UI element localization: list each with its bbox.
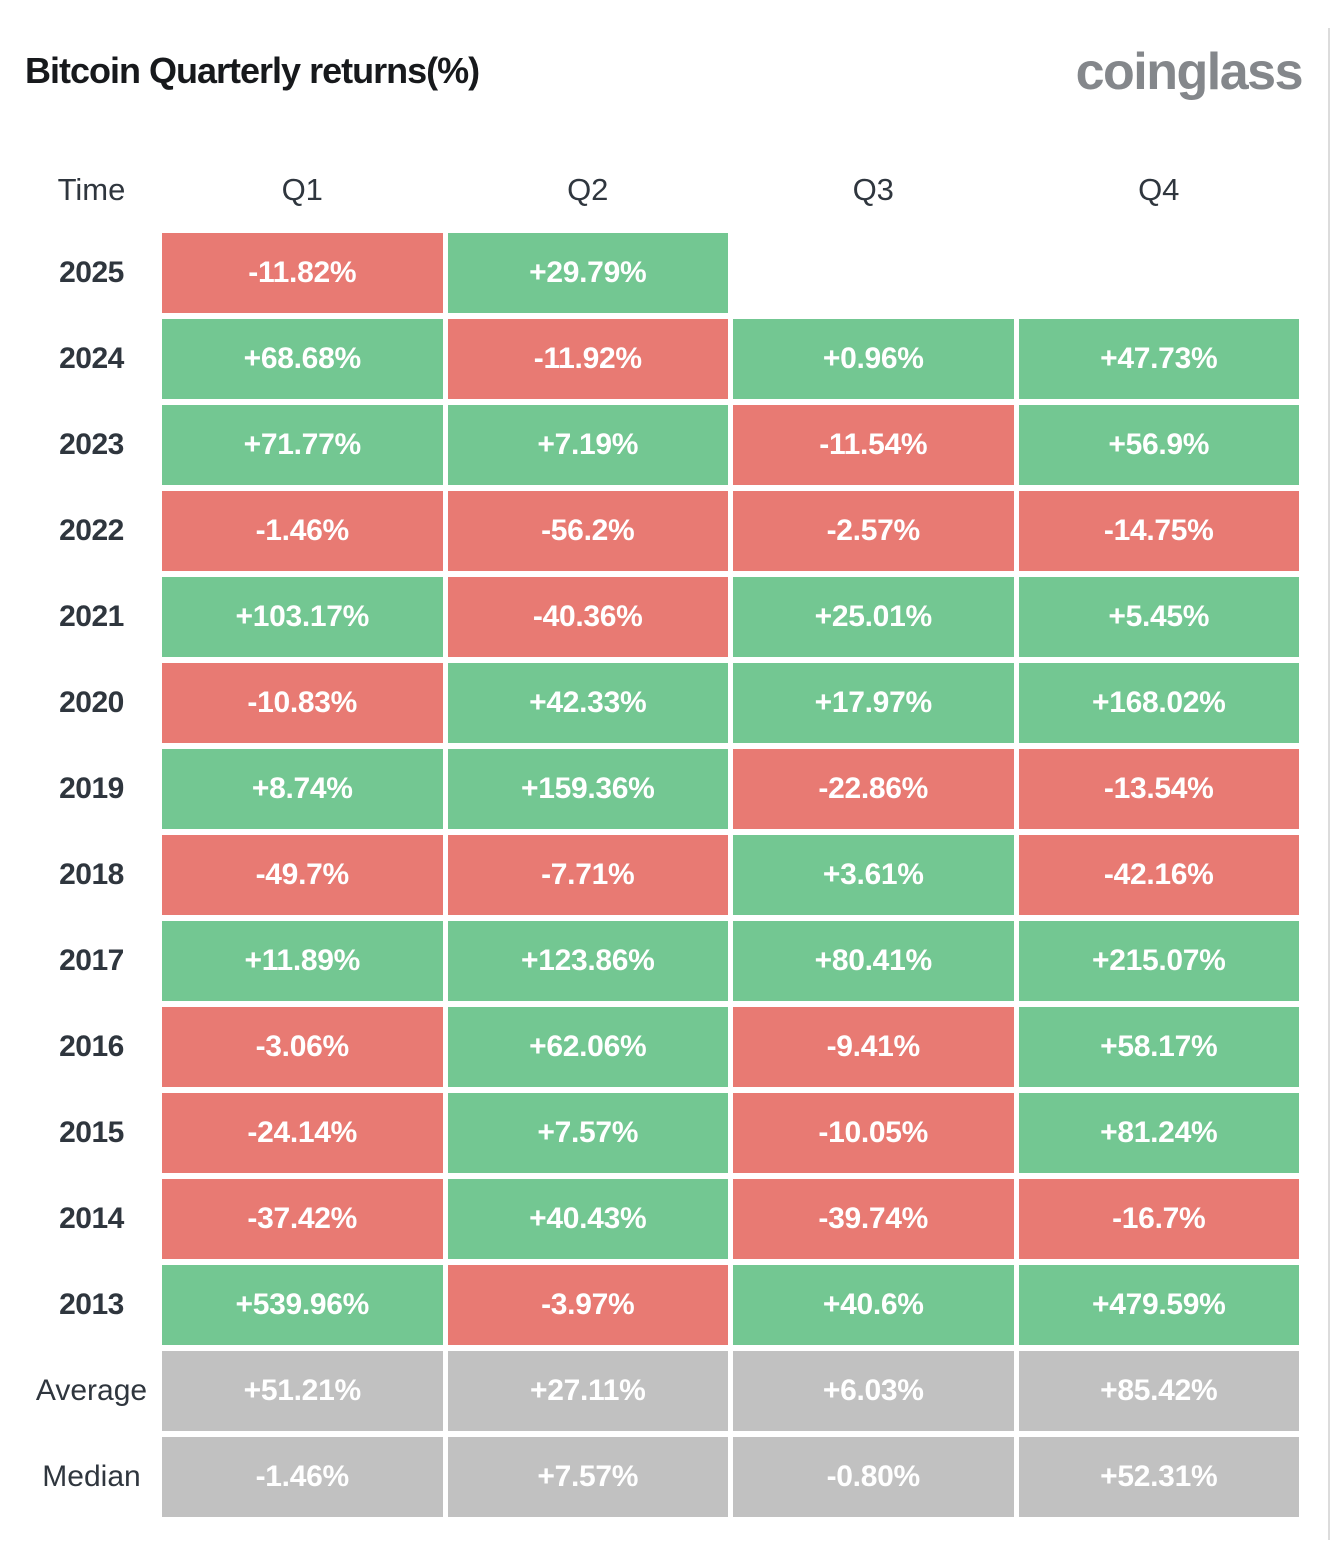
cell-median-q3: -0.80% <box>733 1437 1014 1517</box>
cell-2015-q1: -24.14% <box>162 1093 443 1173</box>
cell-2016-q1: -3.06% <box>162 1007 443 1087</box>
cell-2023-q2: +7.19% <box>447 405 728 485</box>
column-header-time: Time <box>57 172 126 207</box>
row-label-2016: 2016 <box>59 1030 124 1063</box>
cell-2019-q1: +8.74% <box>162 749 443 829</box>
row-label-2025: 2025 <box>59 256 124 289</box>
cell-median-q2: +7.57% <box>447 1437 728 1517</box>
cell-2024-q4: +47.73% <box>1018 319 1299 399</box>
row-label-2022: 2022 <box>59 514 124 547</box>
cell-2014-q3: -39.74% <box>733 1179 1014 1259</box>
cell-2016-q4: +58.17% <box>1018 1007 1299 1087</box>
row-label-2019: 2019 <box>59 772 124 805</box>
cell-2014-q1: -37.42% <box>162 1179 443 1259</box>
cell-2013-q2: -3.97% <box>447 1265 728 1345</box>
title-bar: Bitcoin Quarterly returns(%) coinglass <box>0 0 1332 100</box>
cell-2015-q4: +81.24% <box>1018 1093 1299 1173</box>
coinglass-logo: coinglass <box>1075 43 1304 101</box>
cell-2016-q2: +62.06% <box>447 1007 728 1087</box>
cell-2017-q1: +11.89% <box>162 921 443 1001</box>
cell-2016-q3: -9.41% <box>733 1007 1014 1087</box>
row-label-median: Median <box>42 1460 141 1493</box>
cell-2024-q3: +0.96% <box>733 319 1014 399</box>
row-label-2018: 2018 <box>59 858 124 891</box>
returns-table: 2025 -11.82% +29.79% 2024 +68.68% -11.92% +0.9… <box>0 233 1299 1517</box>
cell-2024-q2: -11.92% <box>447 319 728 399</box>
cell-2020-q1: -10.83% <box>162 663 443 743</box>
row-label-2017: 2017 <box>59 944 124 977</box>
cell-2014-q2: +40.43% <box>447 1179 728 1259</box>
cell-2021-q1: +103.17% <box>162 577 443 657</box>
cell-2025-q2: +29.79% <box>447 233 728 313</box>
cell-2017-q3: +80.41% <box>733 921 1014 1001</box>
right-edge-divider <box>1328 28 1330 1540</box>
row-label-2021: 2021 <box>59 600 124 633</box>
cell-2017-q4: +215.07% <box>1018 921 1299 1001</box>
cell-average-q3: +6.03% <box>733 1351 1014 1431</box>
column-header-row: Time Q1 Q2 Q3 Q4 <box>0 170 1332 210</box>
cell-2019-q3: -22.86% <box>733 749 1014 829</box>
column-header-q2: Q2 <box>567 172 609 207</box>
cell-2020-q4: +168.02% <box>1018 663 1299 743</box>
cell-2013-q3: +40.6% <box>733 1265 1014 1345</box>
cell-2018-q1: -49.7% <box>162 835 443 915</box>
cell-2021-q3: +25.01% <box>733 577 1014 657</box>
cell-2023-q1: +71.77% <box>162 405 443 485</box>
cell-2020-q2: +42.33% <box>447 663 728 743</box>
cell-2023-q3: -11.54% <box>733 405 1014 485</box>
cell-2019-q4: -13.54% <box>1018 749 1299 829</box>
cell-2021-q2: -40.36% <box>447 577 728 657</box>
cell-2025-q1: -11.82% <box>162 233 443 313</box>
cell-2018-q3: +3.61% <box>733 835 1014 915</box>
cell-2018-q2: -7.71% <box>447 835 728 915</box>
cell-2021-q4: +5.45% <box>1018 577 1299 657</box>
cell-2022-q2: -56.2% <box>447 491 728 571</box>
column-header-q3: Q3 <box>852 172 894 207</box>
cell-median-q1: -1.46% <box>162 1437 443 1517</box>
cell-median-q4: +52.31% <box>1018 1437 1299 1517</box>
cell-2020-q3: +17.97% <box>733 663 1014 743</box>
cell-2013-q4: +479.59% <box>1018 1265 1299 1345</box>
cell-2022-q4: -14.75% <box>1018 491 1299 571</box>
row-label-2014: 2014 <box>59 1202 124 1235</box>
cell-2025-q3 <box>733 233 1014 313</box>
cell-2025-q4 <box>1019 233 1300 313</box>
cell-2022-q1: -1.46% <box>162 491 443 571</box>
cell-2015-q2: +7.57% <box>447 1093 728 1173</box>
row-label-average: Average <box>35 1374 148 1407</box>
row-label-2013: 2013 <box>59 1288 124 1321</box>
cell-2024-q1: +68.68% <box>162 319 443 399</box>
cell-average-q2: +27.11% <box>447 1351 728 1431</box>
cell-average-q1: +51.21% <box>162 1351 443 1431</box>
cell-2014-q4: -16.7% <box>1018 1179 1299 1259</box>
row-label-2020: 2020 <box>59 686 124 719</box>
column-header-q4: Q4 <box>1138 172 1180 207</box>
cell-2013-q1: +539.96% <box>162 1265 443 1345</box>
cell-2018-q4: -42.16% <box>1018 835 1299 915</box>
row-label-2015: 2015 <box>59 1116 124 1149</box>
row-label-2024: 2024 <box>59 342 124 375</box>
column-header-q1: Q1 <box>281 172 323 207</box>
cell-2019-q2: +159.36% <box>447 749 728 829</box>
row-label-2023: 2023 <box>59 428 124 461</box>
cell-average-q4: +85.42% <box>1018 1351 1299 1431</box>
cell-2017-q2: +123.86% <box>447 921 728 1001</box>
cell-2022-q3: -2.57% <box>733 491 1014 571</box>
page-title: Bitcoin Quarterly returns(%) <box>25 50 480 91</box>
cell-2023-q4: +56.9% <box>1018 405 1299 485</box>
cell-2015-q3: -10.05% <box>733 1093 1014 1173</box>
